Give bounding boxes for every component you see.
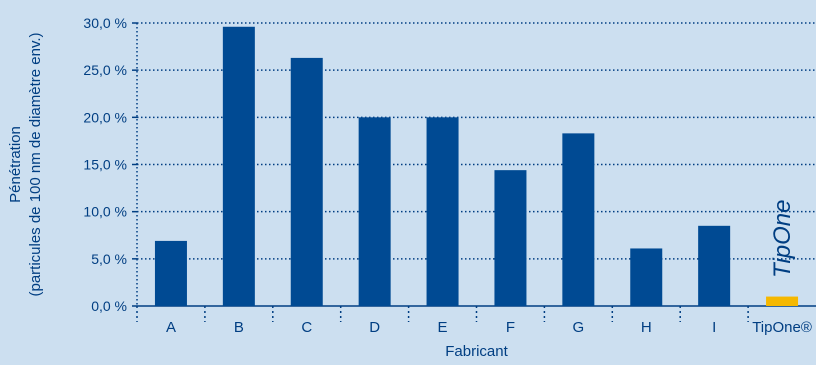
bar-c (290, 57, 323, 306)
x-tick-label: D (369, 319, 380, 336)
y-tick-label: 0,0 % (91, 298, 127, 314)
x-axis-title: Fabricant (445, 343, 508, 360)
bar-i (698, 225, 731, 306)
x-tick-label: E (438, 319, 448, 336)
y-axis-title-line-2: (particules de 100 nm de diamètre env.) (27, 32, 44, 296)
x-tick-label: H (641, 319, 652, 336)
x-tick-label: TipOne® (752, 319, 812, 336)
y-tick-label: 5,0 % (91, 251, 127, 267)
x-tick-label: B (234, 319, 244, 336)
x-tick-label: C (301, 319, 312, 336)
y-tick-label: 10,0 % (83, 204, 127, 220)
bar-g (562, 133, 595, 306)
x-tick-label: A (166, 319, 176, 336)
bar-tipone (766, 296, 799, 306)
bar-b (222, 26, 255, 306)
y-axis-title-line-1: Pénétration (7, 126, 24, 203)
y-axis-title: Pénétration (particules de 100 nm de dia… (7, 32, 44, 296)
y-tick-label: 20,0 % (83, 109, 127, 125)
tipone-logo-text: TipOne (769, 200, 796, 279)
y-tick-label: 30,0 % (83, 15, 127, 31)
labels: 0,0 % 5,0 % 10,0 % 15,0 % 20,0 % 25,0 % 30,0 %… (83, 15, 811, 336)
y-tick-label: 25,0 % (83, 62, 127, 78)
bar-a (154, 240, 187, 306)
bar-f (494, 170, 527, 306)
x-tick-label: G (573, 319, 585, 336)
bar-d (358, 117, 391, 306)
tipone-logo: TipOne (769, 200, 796, 279)
bar-h (630, 248, 663, 306)
x-tick-label: F (506, 319, 515, 336)
x-tick-label: I (712, 319, 716, 336)
y-tick-label: 15,0 % (83, 157, 127, 173)
bar-e (426, 117, 459, 306)
bars (154, 26, 799, 306)
